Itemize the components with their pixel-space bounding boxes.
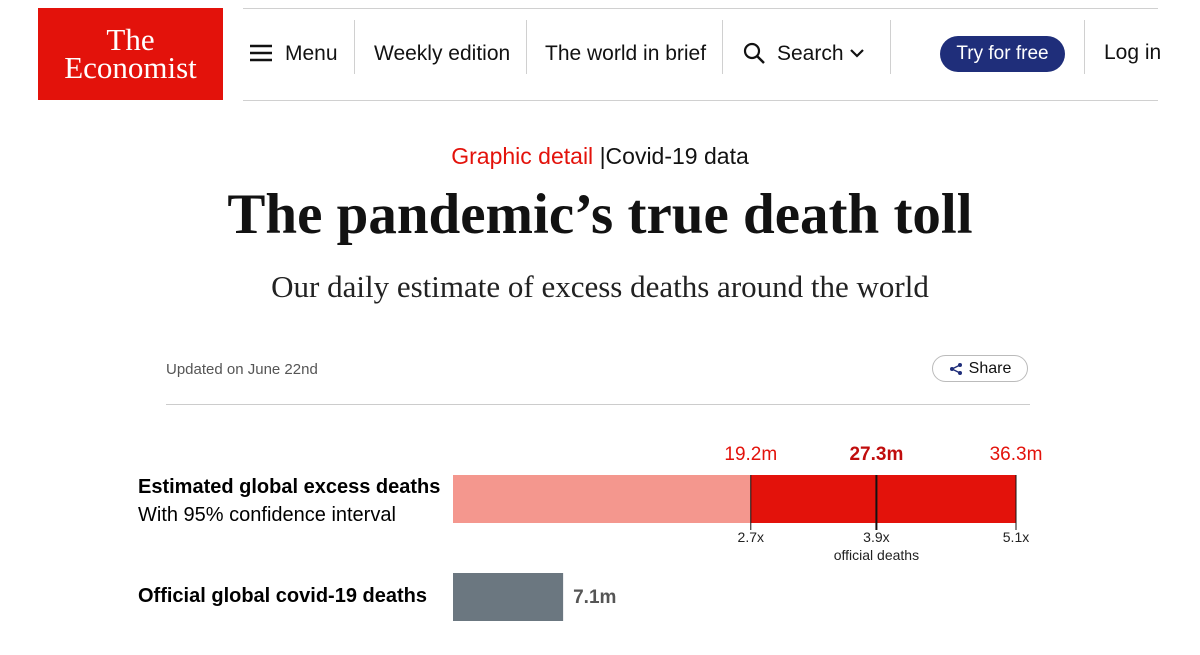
multiple-label: 5.1x (1003, 529, 1029, 545)
nav-item[interactable]: Menu (285, 42, 338, 65)
nav-divider (354, 20, 355, 74)
multiple-note: official deaths (834, 547, 919, 563)
subtitle: Our daily estimate of excess deaths arou… (271, 269, 929, 304)
menu-icon[interactable] (250, 44, 272, 62)
value-label: 36.3m (990, 444, 1043, 465)
share-button[interactable]: Share (932, 355, 1028, 382)
section[interactable]: Graphic detail (451, 143, 594, 169)
nav-divider (722, 20, 723, 74)
bar-lower (453, 475, 751, 523)
bar-interval (750, 475, 1016, 523)
row-sublabel: With 95% confidence interval (138, 504, 396, 526)
chart: Estimated global excess deaths With 95% … (138, 444, 1043, 621)
nav-rule (243, 8, 1158, 9)
bar-official (453, 573, 564, 621)
nav-item[interactable]: The world in brief (545, 42, 707, 65)
row-label: Official global covid-19 deaths (138, 585, 427, 607)
logo[interactable]: The Economist (38, 8, 223, 100)
try-button[interactable]: Try for free (940, 36, 1065, 72)
logo-line: Economist (64, 50, 197, 85)
value-label: 27.3m (849, 444, 903, 465)
topic: Covid-19 data (605, 143, 749, 169)
value-label: 7.1m (573, 587, 616, 608)
logo-line: The (106, 22, 155, 57)
nav-divider (526, 20, 527, 74)
nav-divider (890, 20, 891, 74)
separator: | (599, 143, 606, 169)
multiple-label: 2.7x (738, 529, 764, 545)
nav-divider (1084, 20, 1085, 74)
nav-item[interactable]: Weekly edition (374, 42, 511, 65)
chevron[interactable] (850, 48, 864, 58)
title: The pandemic’s true death toll (227, 183, 973, 246)
rule (166, 404, 1030, 405)
nav-rule (243, 100, 1158, 101)
multiple-label: 3.9x (863, 529, 889, 545)
kicker: Graphic detail |Covid-19 data (0, 143, 1200, 170)
value-label: 19.2m (724, 444, 777, 465)
search-icon[interactable] (743, 42, 767, 66)
share-icon (949, 362, 962, 375)
login[interactable]: Log in (1104, 41, 1162, 64)
updated: Updated on June 22nd (166, 361, 318, 378)
nav-item[interactable]: Search (777, 42, 844, 65)
row-label: Estimated global excess deaths (138, 476, 440, 498)
share-label: Share (968, 359, 1012, 377)
